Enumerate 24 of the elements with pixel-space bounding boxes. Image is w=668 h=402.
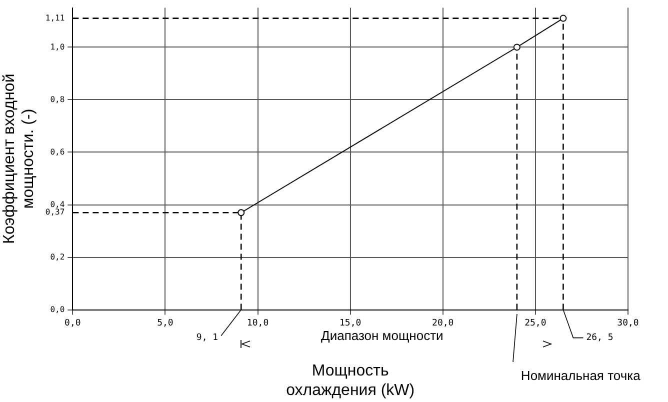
x-tick-label: 20,0 [432, 318, 454, 329]
y-tick-label: 0,6 [50, 147, 65, 156]
x-axis-title: Мощность охлаждения (kW) [286, 362, 415, 399]
x-tick-label: 25,0 [524, 318, 546, 329]
y-tick-label: 0,4 [50, 200, 65, 209]
y-tick-label: 0,2 [50, 252, 65, 262]
y-tick-label: 1,11 [45, 13, 65, 22]
y-tick-label: 0,8 [50, 94, 65, 104]
y-tick-label: 0,37 [45, 208, 65, 217]
annotation: 26, 5 [586, 333, 614, 344]
text: Номинальная точка [520, 368, 642, 383]
x-tick-label: 30,0 [617, 318, 639, 329]
y-tick-label: 0,0 [50, 304, 65, 314]
text: Диапазон мощности [321, 328, 444, 343]
point [513, 44, 520, 51]
x-tick-label: 15,0 [339, 318, 362, 329]
point [560, 14, 567, 22]
x-tick-label: 5,0 [157, 318, 174, 329]
y-axis-title: Коэффициент входной мощности. (-) [1, 74, 38, 244]
point [238, 209, 245, 216]
annotation: 9, 1 [196, 333, 218, 344]
x-tick-label: 0,0 [64, 318, 81, 329]
x-tick-label: 10,0 [246, 318, 269, 329]
y-tick-label: 1,0 [50, 42, 65, 52]
